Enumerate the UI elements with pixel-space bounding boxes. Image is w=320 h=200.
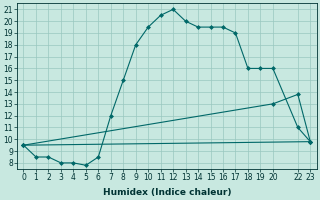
X-axis label: Humidex (Indice chaleur): Humidex (Indice chaleur) bbox=[103, 188, 231, 197]
